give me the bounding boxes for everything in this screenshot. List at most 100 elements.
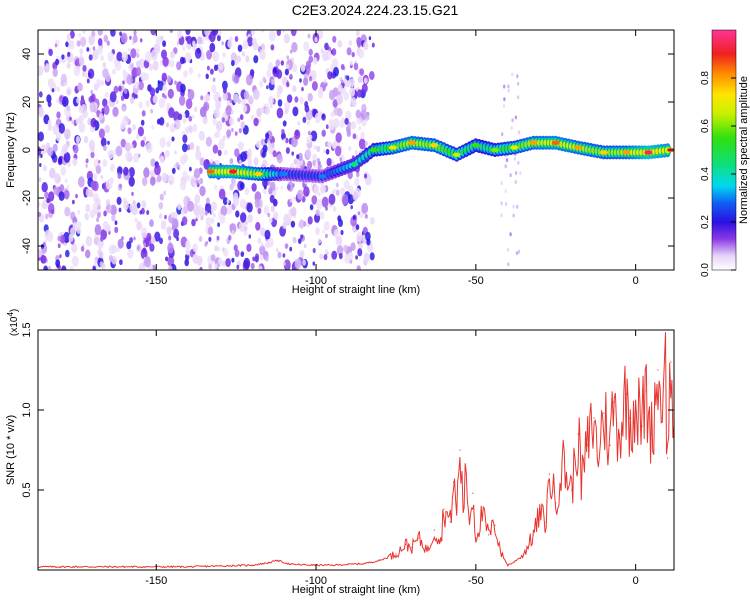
noise-speck [123,166,129,176]
noise-speck [115,99,119,105]
noise-speck [174,80,177,85]
noise-speck [267,237,274,248]
spectrogram-y-ticks: -40 -20 0 20 40 [21,48,674,254]
noise-speck [262,76,266,82]
noise-speck [252,256,256,262]
noise-speck [335,189,340,196]
noise-speck [255,43,259,50]
noise-speck [64,178,68,184]
noise-speck [140,227,148,238]
noise-speck [318,86,324,95]
noise-speck [161,151,164,156]
noise-speck [163,190,167,196]
noise-speck [161,72,167,82]
snr-point [404,543,407,546]
noise-speck [501,132,504,137]
noise-speck [165,150,170,158]
noise-speck [268,30,276,42]
noise-speck [325,148,330,155]
noise-speck [97,212,101,219]
noise-speck [350,97,357,108]
noise-speck [220,205,228,217]
noise-speck [196,47,201,54]
noise-speck [188,45,192,50]
noise-speck [286,94,293,103]
noise-speck [259,253,264,261]
snr-y-ticks: 0.5 1.0 1.5 [21,322,674,498]
noise-speck [185,52,192,63]
noise-speck [52,143,58,152]
noise-speck [322,229,325,234]
noise-speck [323,254,328,261]
noise-speck [56,111,61,119]
noise-speck [103,104,110,115]
noise-speck [38,65,44,76]
noise-speck [191,114,195,120]
noise-speck [210,68,214,75]
noise-speck [289,73,293,79]
noise-speck [81,112,86,120]
noise-speck [250,262,255,270]
noise-speck [154,231,161,242]
ridge-peak [510,145,519,150]
noise-speck [183,205,189,214]
noise-speck [246,202,253,213]
noise-speck [180,83,186,93]
noise-speck [346,129,351,138]
noise-speck [63,152,71,163]
noise-speck [318,192,321,197]
noise-speck [500,181,503,186]
noise-speck [234,249,240,258]
snr-panel: -150 -100 -50 0 0.5 1.0 1.5 Height of straigh… [5,309,675,596]
noise-speck [55,259,61,268]
noise-speck [222,197,228,206]
ridge-peak [318,174,327,179]
noise-speck [291,42,298,53]
noise-speck [514,115,518,120]
noise-speck [156,174,162,183]
noise-speck [143,167,150,178]
noise-speck [54,173,61,184]
y-tick-label: -40 [21,238,33,254]
noise-speck [229,36,233,42]
noise-speck [332,35,337,43]
ridge-peak [599,150,608,155]
noise-speck [205,93,211,102]
noise-speck [234,148,240,158]
noise-speck [117,172,122,179]
noise-speck [152,60,159,71]
snr-point [395,553,397,555]
noise-speck [240,151,247,162]
noise-speck [284,68,289,76]
ridge-peak [452,152,461,157]
noise-speck [280,185,283,190]
noise-speck [132,124,137,131]
snr-point [612,401,614,403]
noise-speck [222,135,226,141]
noise-speck [355,224,360,231]
noise-speck [253,157,259,166]
noise-speck [358,138,366,150]
noise-speck [206,159,210,164]
noise-speck [277,99,283,107]
noise-speck [364,140,368,147]
noise-speck [96,217,100,223]
noise-speck [159,237,163,245]
ridge-peak [206,169,215,174]
noise-speck [223,87,227,94]
noise-speck [206,65,210,71]
noise-speck [325,206,328,211]
noise-speck [197,36,203,45]
noise-speck [186,35,192,45]
noise-speck [333,188,336,194]
noise-speck [351,51,355,58]
noise-speck [129,35,132,40]
noise-speck [231,230,235,235]
noise-speck [131,204,138,216]
noise-speck [212,144,219,154]
snr-point [657,369,659,371]
noise-speck [150,158,156,167]
noise-speck [138,58,145,69]
ridge-peak [622,150,631,155]
